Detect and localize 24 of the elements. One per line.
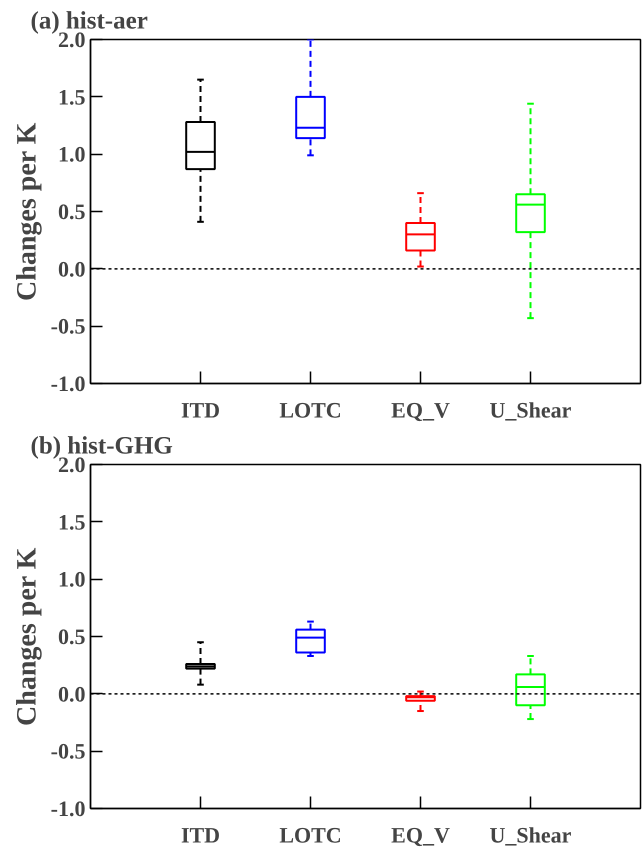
y-tick-label: 1.0 xyxy=(58,566,86,592)
y-tick-label: 1.5 xyxy=(58,509,86,534)
y-tick-label: 1.0 xyxy=(58,142,86,167)
y-tick-label: -0.5 xyxy=(50,314,86,339)
x-tick-label: ITD xyxy=(180,398,220,422)
x-tick-label: ITD xyxy=(180,822,220,848)
x-tick-label: EQ_V xyxy=(391,822,450,848)
y-tick-label: 0.5 xyxy=(58,199,86,224)
y-axis-title: Changes per K xyxy=(12,122,43,301)
y-tick-label: -0.5 xyxy=(50,738,86,764)
y-tick-label: 0.0 xyxy=(58,256,86,282)
y-tick-label: 1.5 xyxy=(58,84,86,110)
x-tick-label: LOTC xyxy=(279,822,342,848)
y-tick-label: -1.0 xyxy=(50,371,86,396)
x-tick-label: U_Shear xyxy=(490,822,572,848)
y-tick-label: 0.0 xyxy=(58,681,86,706)
y-tick-label: -1.0 xyxy=(50,796,86,821)
y-axis-title: Changes per K xyxy=(12,547,43,726)
x-tick-label: LOTC xyxy=(279,398,342,422)
x-tick-label: U_Shear xyxy=(490,398,572,422)
y-tick-label: 2.0 xyxy=(58,452,86,477)
y-tick-label: 2.0 xyxy=(58,27,86,52)
y-tick-label: 0.5 xyxy=(58,624,86,649)
x-tick-label: EQ_V xyxy=(391,398,450,422)
